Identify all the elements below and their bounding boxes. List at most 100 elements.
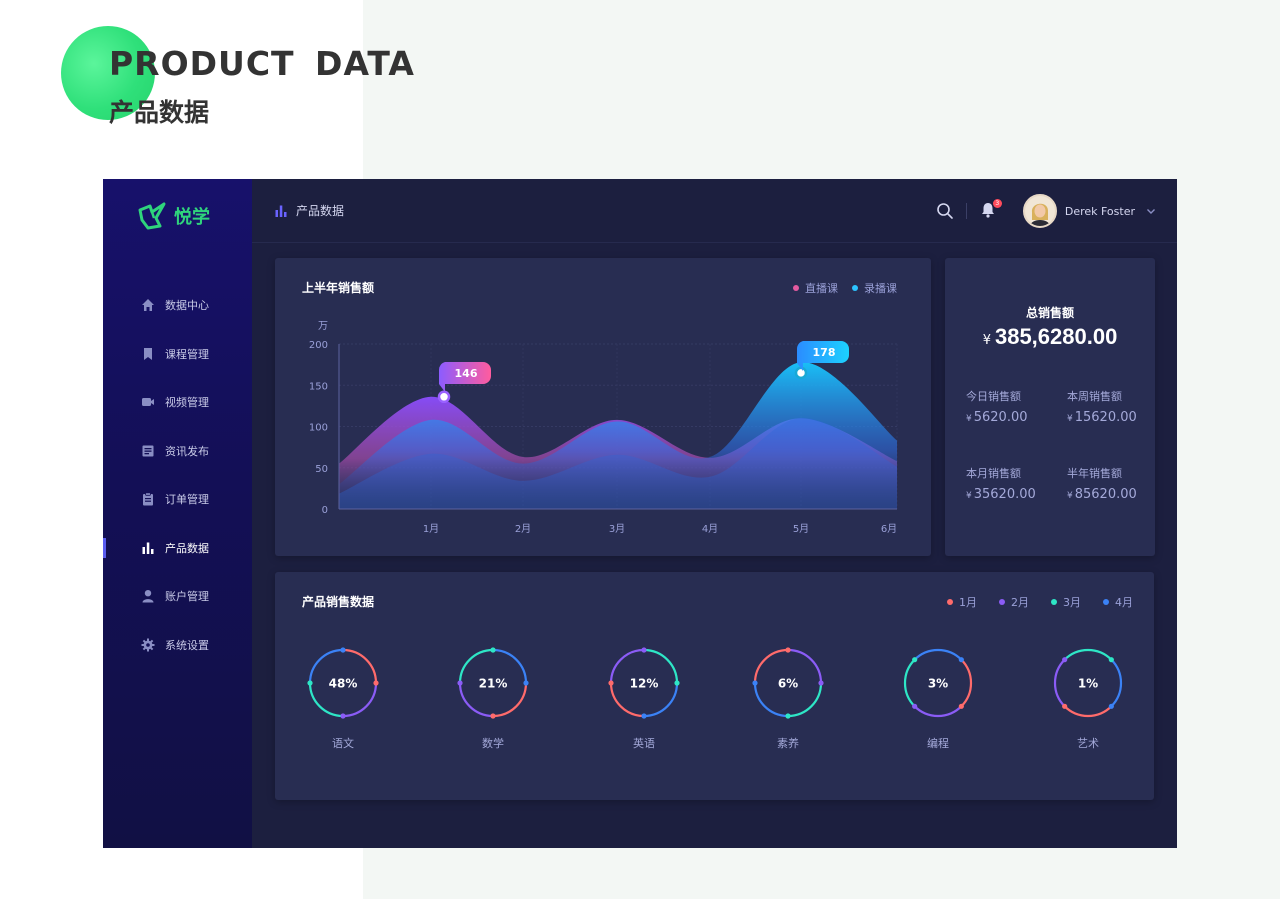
legend-item-mar[interactable]: 3月 (1051, 594, 1081, 610)
gear-icon (141, 638, 155, 652)
ring-segment (787, 682, 823, 718)
legend-dot (852, 285, 858, 291)
data-point-marker[interactable] (794, 366, 808, 380)
sidebar-item-label: 账户管理 (165, 590, 209, 604)
ring-segment (458, 648, 494, 684)
ring-segment (753, 682, 789, 718)
ring-label: 素养 (777, 737, 799, 750)
stat-value-half-year: ¥85620.00 (1067, 487, 1137, 502)
ring-label: 数学 (482, 737, 504, 750)
stat-value: 85620.00 (1074, 487, 1137, 502)
sidebar-item-settings[interactable]: 系统设置 (103, 621, 252, 670)
legend-item-recorded[interactable]: 录播课 (852, 280, 897, 296)
stat-value: 35620.00 (973, 487, 1036, 502)
user-icon (142, 590, 154, 603)
search-icon[interactable] (936, 202, 954, 220)
product-sales-card: 产品销售数据 1月 2月 3月 4月 48% 语文 21% 数学 12% 英语 6% 素养 3%… (275, 572, 1154, 800)
legend-item-apr[interactable]: 4月 (1103, 594, 1133, 610)
ring-percent: 21% (479, 677, 508, 691)
ring-node (373, 680, 379, 686)
clipboard-icon (143, 492, 153, 506)
ring-gauge: 1% (1053, 648, 1123, 718)
sidebar-item-label: 数据中心 (165, 299, 209, 313)
ring-node (674, 680, 680, 686)
product-ring-item[interactable]: 6% 素养 (748, 645, 828, 751)
toolbar-divider (965, 203, 967, 219)
x-tick-label: 4月 (702, 523, 718, 535)
bar-chart-icon (275, 205, 287, 217)
ring-node (1062, 703, 1068, 709)
chevron-down-icon[interactable] (1145, 205, 1157, 217)
stat-value: 15620.00 (1074, 410, 1137, 425)
ring-label: 英语 (633, 737, 655, 750)
sales-chart-legend: 直播课 录播课 (779, 280, 897, 296)
ring-node (490, 647, 496, 653)
stat-value-today: ¥5620.00 (966, 410, 1028, 425)
sidebar-item-label: 产品数据 (165, 541, 209, 555)
ring-segment (308, 682, 344, 718)
product-ring-item[interactable]: 1% 艺术 (1048, 645, 1128, 751)
bookmark-icon (144, 347, 152, 360)
ring-node (912, 657, 918, 663)
stat-label-half-year: 半年销售额 (1067, 467, 1122, 480)
total-sales-amount-row: ¥385,6280.00 (945, 324, 1155, 350)
ring-segment (787, 648, 823, 684)
notifications-button[interactable]: 3 (979, 199, 1002, 221)
product-ring-item[interactable]: 21% 数学 (453, 645, 533, 751)
data-point-marker[interactable] (437, 390, 451, 404)
sidebar-item-courses[interactable]: 课程管理 (103, 330, 252, 379)
legend-label: 3月 (1063, 596, 1081, 609)
sidebar-item-news[interactable]: 资讯发布 (103, 427, 252, 476)
dashboard-app: 悦学 数据中心 课程管理 视频管理 资讯发布 订单管理 (103, 179, 1177, 848)
product-ring-item[interactable]: 12% 英语 (604, 645, 684, 751)
x-tick-label: 5月 (793, 523, 809, 535)
ring-segment (913, 705, 963, 718)
green-circle-decoration (61, 26, 155, 120)
total-sales-amount: 385,6280.00 (994, 324, 1118, 349)
y-axis-unit: 万 (318, 321, 328, 332)
x-tick-label: 1月 (423, 523, 439, 535)
app-logo[interactable]: 悦学 (136, 199, 210, 233)
legend-item-live[interactable]: 直播课 (793, 280, 838, 296)
page-title: 产品数据 (296, 204, 345, 218)
x-tick-label: 2月 (515, 523, 531, 535)
y-tick-label: 100 (309, 423, 328, 434)
ring-gauge: 6% (752, 647, 824, 719)
home-icon (142, 299, 154, 312)
series-area-recorded[interactable] (339, 362, 897, 509)
stat-label-today: 今日销售额 (966, 390, 1021, 403)
ring-node (1108, 657, 1114, 663)
sidebar-item-label: 资讯发布 (165, 444, 209, 458)
ring-node (641, 647, 647, 653)
sidebar-item-videos[interactable]: 视频管理 (103, 378, 252, 427)
avatar[interactable] (1022, 194, 1057, 228)
ring-segment (1063, 648, 1113, 661)
user-photo (1024, 196, 1055, 226)
legend-dot (999, 599, 1005, 605)
sidebar-item-accounts[interactable]: 账户管理 (103, 572, 252, 621)
ring-segment (492, 682, 528, 718)
sidebar-item-orders[interactable]: 订单管理 (103, 475, 252, 524)
legend-dot (793, 285, 799, 291)
ring-segment (308, 648, 344, 684)
sidebar: 悦学 数据中心 课程管理 视频管理 资讯发布 订单管理 (103, 179, 252, 848)
legend-item-feb[interactable]: 2月 (999, 594, 1029, 610)
product-ring-item[interactable]: 48% 语文 (303, 645, 383, 751)
sidebar-item-label: 系统设置 (165, 638, 209, 652)
stat-label-month: 本月销售额 (966, 467, 1021, 480)
legend-label: 直播课 (805, 282, 838, 295)
user-name[interactable]: Derek Foster (1064, 204, 1135, 218)
cover-subtitle: 产品数据 (109, 98, 210, 127)
video-icon (142, 398, 154, 407)
product-ring-item[interactable]: 3% 编程 (898, 645, 978, 751)
sidebar-item-product-data[interactable]: 产品数据 (103, 524, 252, 573)
sidebar-item-data-center[interactable]: 数据中心 (103, 281, 252, 330)
legend-item-jan[interactable]: 1月 (947, 594, 977, 610)
notification-badge: 3 (992, 199, 1002, 208)
ring-segment (342, 648, 378, 684)
ring-node (958, 703, 964, 709)
ring-segment (458, 682, 494, 718)
ring-node (1062, 657, 1068, 663)
sidebar-item-label: 视频管理 (165, 396, 209, 410)
ring-percent: 1% (1078, 677, 1098, 691)
